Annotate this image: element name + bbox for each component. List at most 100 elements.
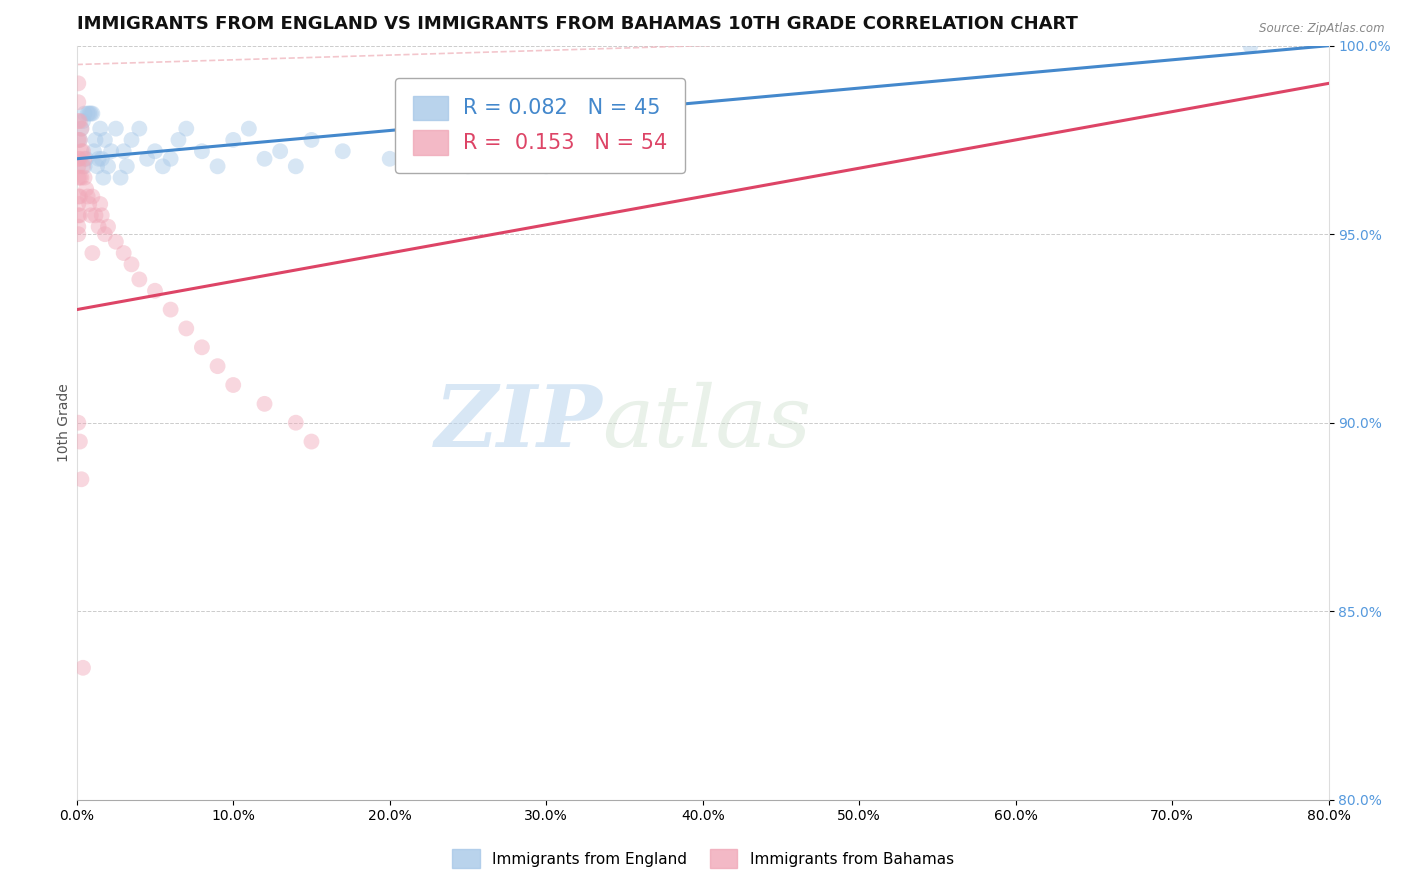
- Point: [73, 170, 96, 185]
- Point: [69, 133, 91, 147]
- Point: [82, 246, 104, 260]
- Point: [143, 145, 166, 159]
- Point: [70, 145, 93, 159]
- Point: [174, 321, 197, 335]
- Point: [143, 284, 166, 298]
- Point: [76, 106, 98, 120]
- Point: [80, 208, 103, 222]
- Point: [191, 145, 214, 159]
- Point: [110, 170, 132, 185]
- Point: [84, 208, 107, 222]
- Point: [112, 145, 135, 159]
- Point: [167, 133, 190, 147]
- Point: [72, 145, 94, 159]
- Point: [253, 397, 276, 411]
- Point: [222, 133, 245, 147]
- Point: [67, 95, 90, 110]
- Point: [91, 170, 114, 185]
- Point: [72, 114, 94, 128]
- Point: [159, 302, 181, 317]
- Point: [70, 121, 93, 136]
- Point: [90, 208, 112, 222]
- Point: [121, 133, 143, 147]
- Point: [82, 106, 104, 120]
- Point: [70, 472, 93, 486]
- Point: [253, 152, 276, 166]
- Point: [97, 219, 120, 234]
- Point: [269, 145, 291, 159]
- Text: Source: ZipAtlas.com: Source: ZipAtlas.com: [1260, 22, 1385, 36]
- Point: [90, 152, 112, 166]
- Point: [332, 145, 354, 159]
- Point: [67, 152, 90, 166]
- Point: [1239, 38, 1261, 53]
- Point: [67, 114, 90, 128]
- Point: [89, 197, 111, 211]
- Point: [207, 359, 229, 373]
- Point: [284, 416, 307, 430]
- Point: [69, 189, 91, 203]
- Point: [75, 182, 97, 196]
- Point: [67, 189, 90, 203]
- Point: [67, 76, 90, 90]
- Point: [67, 227, 90, 242]
- Point: [69, 114, 91, 128]
- Point: [69, 170, 91, 185]
- Point: [73, 159, 96, 173]
- Point: [238, 121, 260, 136]
- Point: [77, 197, 100, 211]
- Point: [77, 106, 100, 120]
- Point: [70, 170, 93, 185]
- Text: ZIP: ZIP: [434, 381, 603, 465]
- Point: [104, 235, 127, 249]
- Point: [87, 219, 110, 234]
- Point: [69, 208, 91, 222]
- Point: [104, 121, 127, 136]
- Point: [69, 152, 91, 166]
- Legend: R = 0.082   N = 45, R =  0.153   N = 54: R = 0.082 N = 45, R = 0.153 N = 54: [395, 78, 685, 173]
- Point: [222, 378, 245, 392]
- Point: [378, 152, 401, 166]
- Point: [67, 170, 90, 185]
- Y-axis label: 10th Grade: 10th Grade: [58, 384, 72, 462]
- Point: [207, 159, 229, 173]
- Point: [301, 133, 323, 147]
- Legend: Immigrants from England, Immigrants from Bahamas: Immigrants from England, Immigrants from…: [444, 841, 962, 875]
- Point: [89, 121, 111, 136]
- Point: [94, 227, 117, 242]
- Point: [121, 257, 143, 271]
- Text: IMMIGRANTS FROM ENGLAND VS IMMIGRANTS FROM BAHAMAS 10TH GRADE CORRELATION CHART: IMMIGRANTS FROM ENGLAND VS IMMIGRANTS FR…: [77, 15, 1077, 33]
- Point: [80, 106, 103, 120]
- Point: [87, 152, 110, 166]
- Point: [191, 340, 214, 354]
- Point: [128, 121, 150, 136]
- Point: [67, 208, 90, 222]
- Point: [67, 197, 90, 211]
- Point: [128, 272, 150, 286]
- Point: [84, 133, 107, 147]
- Point: [67, 416, 90, 430]
- Point: [136, 152, 159, 166]
- Point: [457, 159, 479, 173]
- Point: [67, 219, 90, 234]
- Point: [70, 121, 93, 136]
- Point: [69, 133, 91, 147]
- Point: [159, 152, 181, 166]
- Point: [73, 152, 96, 166]
- Point: [115, 159, 138, 173]
- Point: [76, 189, 98, 203]
- Point: [72, 661, 94, 675]
- Text: atlas: atlas: [603, 382, 811, 464]
- Point: [83, 145, 105, 159]
- Point: [69, 434, 91, 449]
- Point: [100, 145, 122, 159]
- Point: [301, 434, 323, 449]
- Point: [94, 133, 117, 147]
- Point: [174, 121, 197, 136]
- Point: [73, 106, 96, 120]
- Point: [67, 133, 90, 147]
- Point: [67, 159, 90, 173]
- Point: [534, 159, 557, 173]
- Point: [75, 152, 97, 166]
- Point: [72, 159, 94, 173]
